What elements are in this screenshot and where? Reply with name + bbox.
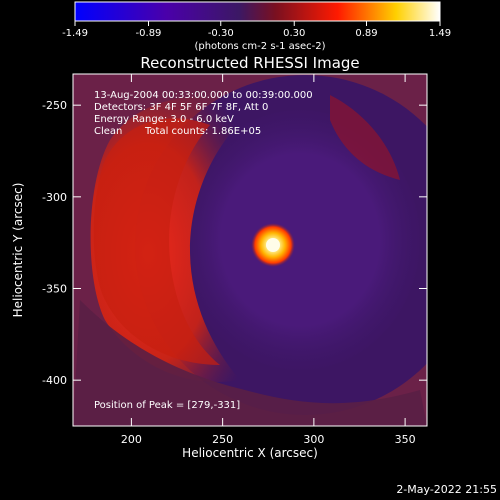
colorbar-tick-labels: -1.49 -0.89 -0.30 0.30 0.89 1.49 bbox=[62, 28, 451, 39]
colorbar: -1.49 -0.89 -0.30 0.30 0.89 1.49 (photons cm-… bbox=[62, 1, 451, 52]
plot-frame bbox=[72, 73, 428, 427]
colorbar-ticks bbox=[74, 21, 441, 26]
colorbar-tick-label-2: -0.30 bbox=[208, 28, 234, 39]
time-range-annotation: 13-Aug-2004 00:33:00.000 to 00:39:00.000 bbox=[94, 90, 313, 101]
y-tick-label-3: -400 bbox=[42, 374, 67, 387]
upper-right-red-patch bbox=[330, 95, 400, 180]
purple-core bbox=[180, 110, 420, 370]
peak-core bbox=[266, 238, 280, 252]
peak-position-annotation: Position of Peak = [279,-331] bbox=[94, 400, 240, 411]
y-tick-label-1: -300 bbox=[42, 191, 67, 204]
y-axis-ticks bbox=[73, 104, 427, 381]
colorbar-tick-label-3: 0.30 bbox=[283, 28, 305, 39]
colorbar-unit-label: (photons cm-2 s-1 asec-2) bbox=[194, 41, 325, 52]
footer-timestamp: 2-May-2022 21:55 bbox=[396, 483, 497, 496]
y-tick-label-2: -350 bbox=[42, 283, 67, 296]
detectors-annotation: Detectors: 3F 4F 5F 6F 7F 8F, Att 0 bbox=[94, 102, 268, 113]
x-axis-label: Heliocentric X (arcsec) bbox=[182, 446, 318, 460]
y-axis-label: Heliocentric Y (arcsec) bbox=[11, 183, 25, 318]
colorbar-tick-label-0: -1.49 bbox=[62, 28, 88, 39]
colorbar-tick-label-4: 0.89 bbox=[355, 28, 377, 39]
x-axis-ticks bbox=[130, 74, 406, 426]
chart-title: Reconstructed RHESSI Image bbox=[140, 54, 359, 72]
colorbar-tick-label-5: 1.49 bbox=[429, 28, 451, 39]
clean-annotation: Clean bbox=[94, 126, 122, 137]
plot-area bbox=[73, 74, 427, 426]
total-counts-annotation: Total counts: 1.86E+05 bbox=[144, 126, 261, 137]
energy-range-annotation: Energy Range: 3.0 - 6.0 keV bbox=[94, 114, 234, 125]
x-tick-label-2: 300 bbox=[303, 433, 324, 446]
x-tick-label-3: 350 bbox=[395, 433, 416, 446]
colorbar-tick-label-1: -0.89 bbox=[136, 28, 162, 39]
colorbar-gradient bbox=[74, 1, 441, 22]
red-arc-inner bbox=[93, 118, 220, 365]
x-tick-label-1: 250 bbox=[212, 433, 233, 446]
bottom-band bbox=[73, 300, 427, 426]
y-tick-label-0: -250 bbox=[42, 99, 67, 112]
x-axis-tick-labels: 200 250 300 350 bbox=[121, 433, 416, 446]
x-tick-label-0: 200 bbox=[121, 433, 142, 446]
y-axis-tick-labels: -250 -300 -350 -400 bbox=[42, 99, 67, 387]
